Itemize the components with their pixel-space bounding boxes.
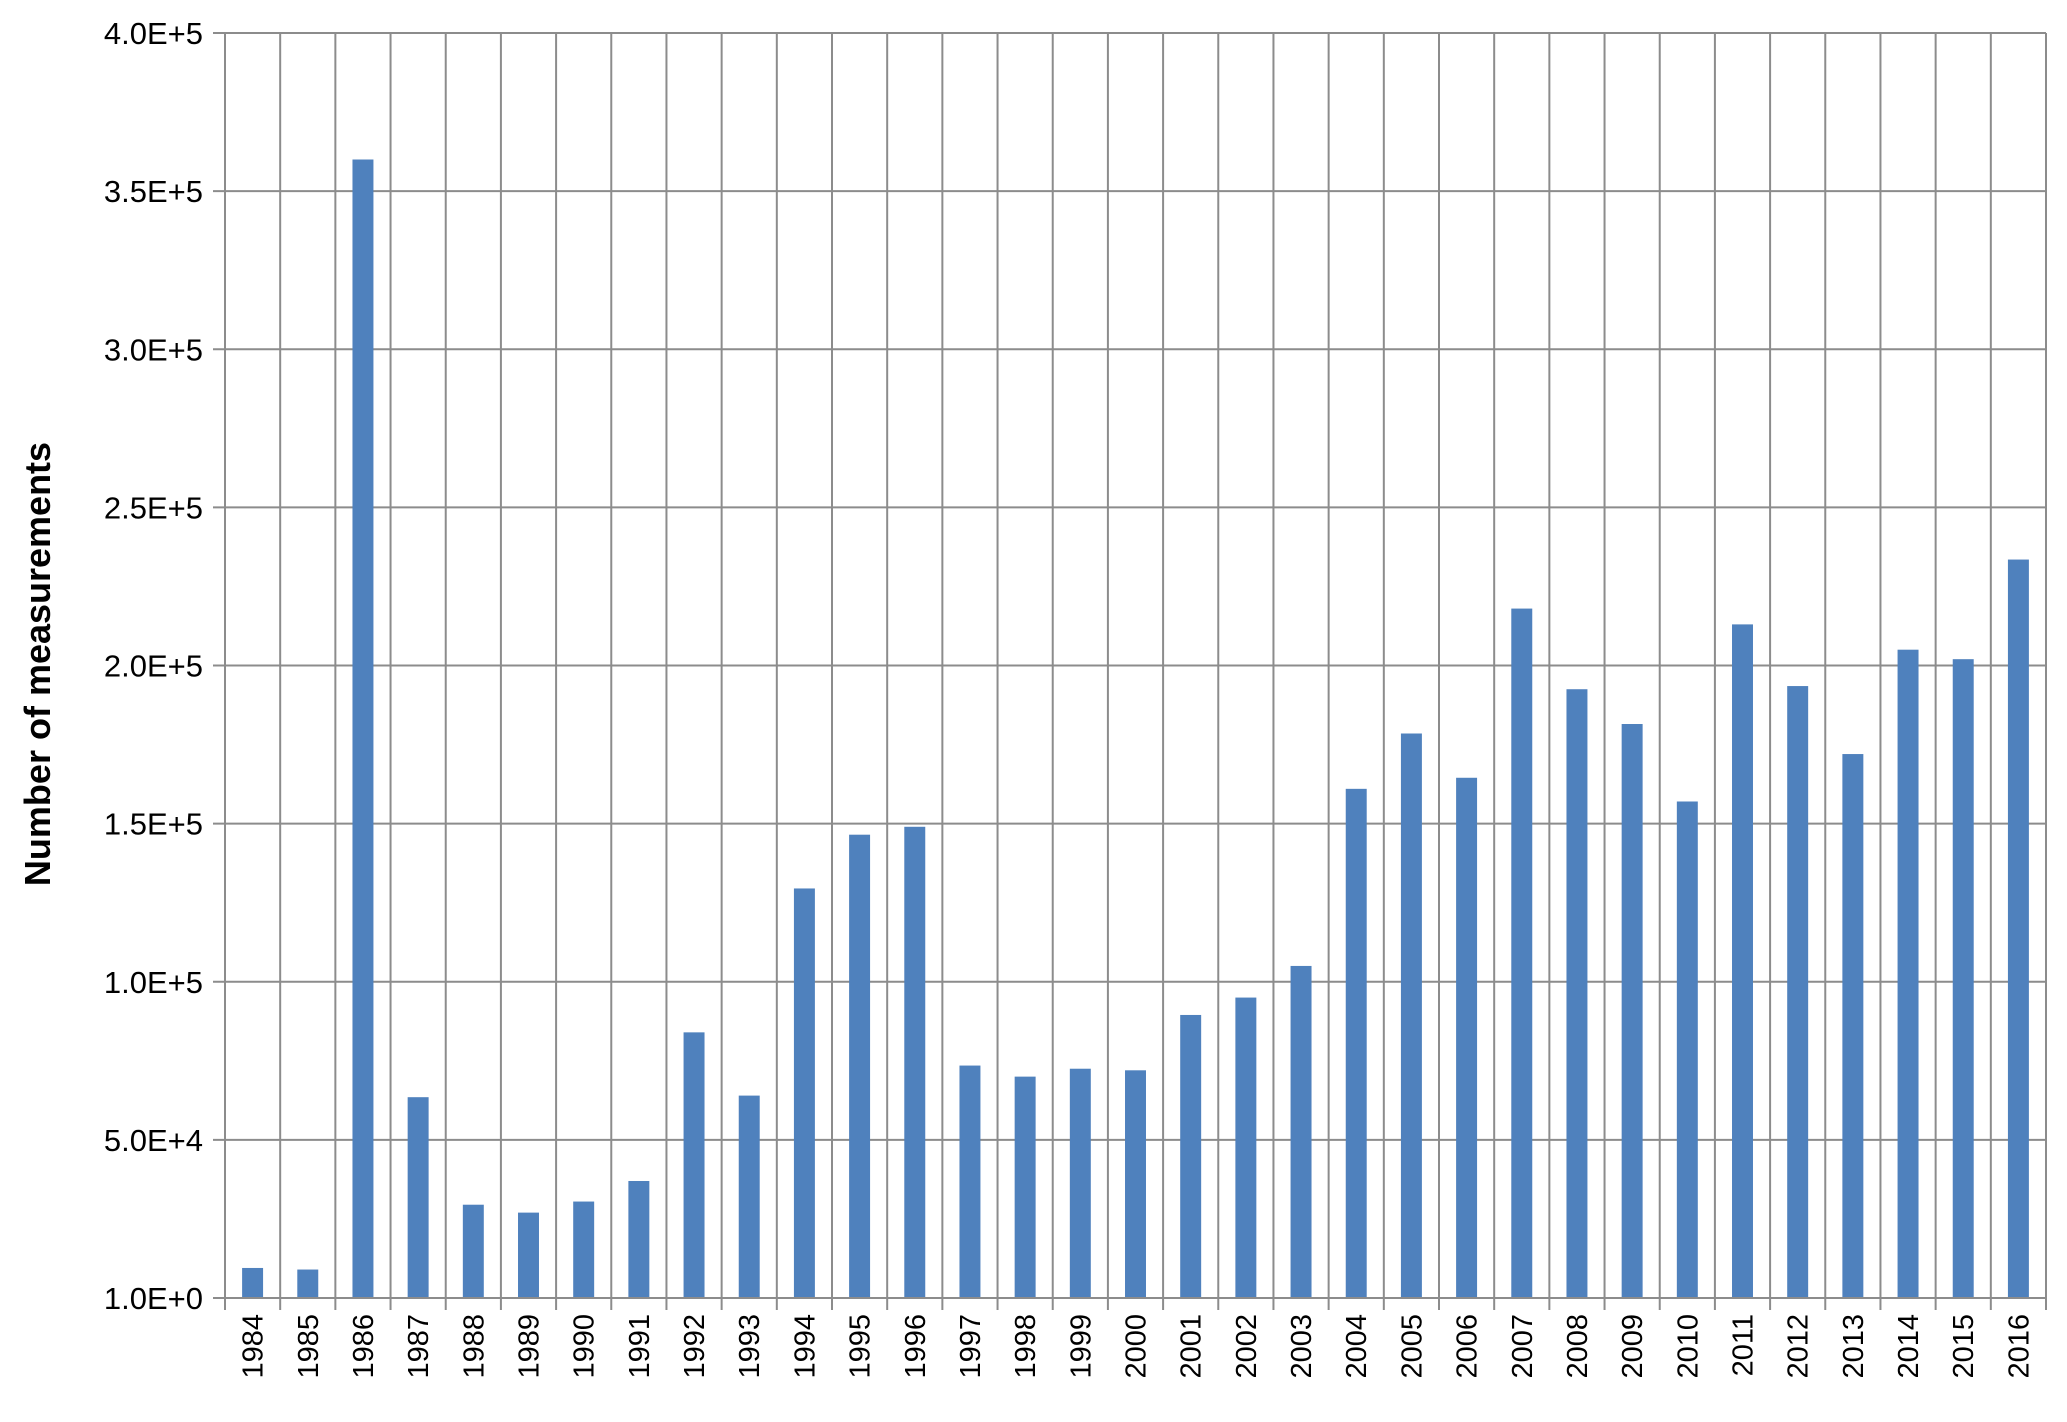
y-tick-labels: 1.0E+0 5.0E+4 1.0E+5 1.5E+5 2.0E+5 2.5E+5 3.0E… (104, 16, 203, 1316)
bar-1991 (628, 1180, 650, 1298)
y-tick-label: 1.0E+5 (104, 965, 203, 1000)
x-tick-label: 1992 (679, 1314, 711, 1379)
bar-2002 (1235, 997, 1257, 1298)
x-tick-label: 2009 (1617, 1314, 1649, 1379)
x-tick-label: 2002 (1231, 1314, 1263, 1379)
x-tick-label: 2011 (1728, 1314, 1760, 1376)
bar-1994 (793, 888, 815, 1298)
x-tick-labels: 1984 1985 1986 1987 1988 1989 1990 1991 1992 1993… (238, 1314, 2036, 1379)
x-tick-label: 1993 (734, 1314, 766, 1379)
bar-2014 (1897, 649, 1919, 1298)
bar-2015 (1952, 659, 1974, 1298)
x-tick-label: 1991 (624, 1314, 656, 1379)
x-tick-label: 2012 (1783, 1314, 1815, 1379)
bar-1986 (352, 159, 374, 1298)
y-tick-label: 3.0E+5 (104, 332, 203, 367)
x-tick-label: 1998 (1010, 1314, 1042, 1379)
x-tick-label: 1999 (1065, 1314, 1097, 1379)
bar-1996 (904, 826, 926, 1298)
bar-2013 (1842, 754, 1864, 1298)
y-tick-label: 1.5E+5 (104, 807, 203, 842)
x-tick-label: 2010 (1672, 1314, 1704, 1379)
bar-2007 (1511, 608, 1533, 1298)
x-tick-label: 1986 (348, 1314, 380, 1379)
axes (224, 33, 2046, 1299)
bars (242, 159, 2029, 1298)
y-axis-label: Number of measurements (17, 442, 58, 886)
bar-2008 (1566, 689, 1588, 1298)
bar-2011 (1732, 624, 1753, 1298)
x-tick-label: 1990 (569, 1314, 601, 1379)
x-tick-label: 2000 (1121, 1314, 1153, 1379)
bar-1995 (849, 834, 871, 1298)
bar-2012 (1787, 686, 1809, 1298)
x-tick-label: 1984 (238, 1314, 270, 1379)
bar-2006 (1456, 777, 1478, 1298)
x-tick-label: 1987 (403, 1314, 435, 1379)
x-tick-label: 2004 (1341, 1314, 1373, 1379)
bar-2001 (1180, 1014, 1202, 1298)
x-tick-label: 1997 (955, 1314, 987, 1379)
bar-1992 (683, 1032, 705, 1298)
bar-2009 (1621, 724, 1643, 1298)
x-tick-label: 1989 (514, 1314, 546, 1379)
x-tick-label: 2016 (2003, 1314, 2035, 1379)
x-tick-label: 1994 (789, 1314, 821, 1379)
x-tick-label: 2014 (1893, 1314, 1925, 1379)
bar-2010 (1676, 801, 1698, 1298)
y-tick-label: 5.0E+4 (104, 1123, 203, 1158)
bar-2016 (2007, 559, 2029, 1298)
bar-1997 (959, 1065, 981, 1298)
bar-1990 (573, 1201, 595, 1298)
bar-1989 (518, 1212, 539, 1298)
bar-1988 (462, 1204, 484, 1298)
y-tick-label: 4.0E+5 (104, 16, 203, 51)
y-tick-label: 2.5E+5 (104, 490, 203, 525)
x-tick-label: 2008 (1562, 1314, 1594, 1379)
x-tick-label: 2001 (1176, 1314, 1208, 1379)
x-tick-label: 2003 (1286, 1314, 1318, 1379)
bar-1985 (297, 1269, 319, 1298)
x-tick-label: 1995 (845, 1314, 877, 1379)
x-tick-label: 2007 (1507, 1314, 1539, 1379)
bar-2005 (1400, 733, 1422, 1298)
bar-1993 (738, 1095, 760, 1298)
x-tick-label: 2013 (1838, 1314, 1870, 1379)
bar-1984 (242, 1267, 264, 1298)
x-tick-label: 2005 (1396, 1314, 1428, 1379)
x-tick-label: 1988 (458, 1314, 490, 1379)
y-tick-label: 1.0E+0 (104, 1281, 203, 1316)
x-tick-label: 2015 (1948, 1314, 1980, 1379)
x-tick-label: 1985 (293, 1314, 325, 1379)
y-tick-label: 2.0E+5 (104, 649, 203, 684)
grid-lines (213, 32, 2047, 1310)
y-tick-label: 3.5E+5 (104, 174, 203, 209)
x-tick-label: 2006 (1452, 1314, 1484, 1379)
bar-1998 (1014, 1076, 1036, 1298)
bar-1987 (407, 1097, 429, 1298)
bar-1999 (1069, 1068, 1091, 1298)
bar-2003 (1290, 965, 1312, 1298)
x-tick-label: 1996 (900, 1314, 932, 1379)
bar-2004 (1345, 788, 1367, 1298)
bar-2000 (1125, 1070, 1146, 1298)
